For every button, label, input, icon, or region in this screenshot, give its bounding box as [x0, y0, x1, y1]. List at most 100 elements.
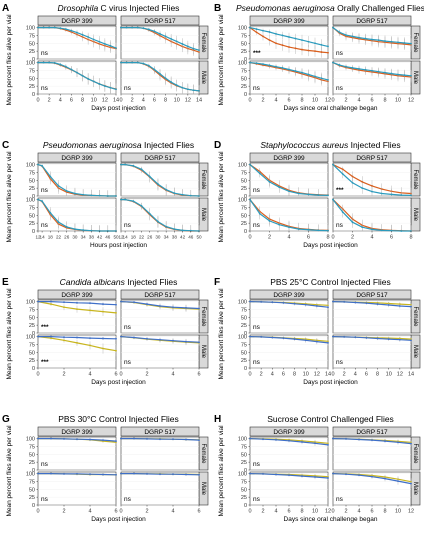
panel-letter: D [214, 140, 221, 151]
x-tick-label: 10 [386, 372, 392, 378]
strain-strip [332, 289, 412, 300]
significance-label: ns [336, 359, 344, 366]
x-tick-label: 4 [88, 372, 91, 378]
y-tick-label: 0 [244, 331, 247, 337]
panel-title: Candida albicans Injected Flies [60, 277, 178, 287]
data-point [304, 303, 307, 306]
data-point [65, 226, 68, 228]
data-point [281, 67, 284, 69]
y-tick-label: 0 [244, 194, 247, 200]
y-tick-label: 25 [241, 460, 247, 466]
x-axis-label: Days post injection [303, 242, 358, 249]
data-point [115, 440, 117, 442]
data-point [365, 302, 368, 305]
x-tick-label: 14 [113, 98, 119, 104]
y-tick-label: 100 [238, 472, 247, 478]
data-point [198, 307, 200, 310]
strain-strip [37, 426, 117, 437]
data-point [307, 40, 310, 43]
data-point [132, 200, 135, 203]
data-point [89, 438, 91, 441]
series-line [332, 336, 412, 341]
data-point [390, 229, 393, 232]
y-tick-label: 100 [26, 61, 35, 67]
significance-label: *** [336, 187, 344, 194]
data-point [345, 34, 347, 37]
data-point [307, 49, 310, 52]
x-axis-label: Days post injection [91, 379, 146, 386]
data-point [390, 193, 393, 196]
data-point [50, 335, 52, 338]
data-point [159, 473, 161, 476]
y-tick-label: 0 [32, 92, 35, 98]
data-point [153, 30, 156, 33]
x-tick-label: 2 [351, 235, 354, 241]
y-tick-label: 100 [238, 300, 247, 306]
x-tick-label: 46 [105, 235, 111, 240]
y-tick-label: 50 [29, 76, 35, 82]
title-rest: C virus Injected Flies [98, 3, 179, 13]
data-point [98, 40, 101, 43]
x-tick-label: 0 [119, 372, 122, 378]
x-tick-label: 10 [312, 98, 318, 104]
x-tick-label: 10 [303, 372, 309, 378]
subplot-female-1: ns [249, 299, 329, 334]
data-point [82, 229, 85, 231]
significance-label: ns [253, 187, 261, 194]
x-tick-label: 22 [139, 235, 145, 240]
y-tick-label: 100 [238, 198, 247, 204]
data-point [102, 337, 104, 340]
data-point [320, 43, 323, 46]
data-point [410, 42, 412, 45]
data-point [293, 338, 296, 340]
subplot-male-2: ns [120, 334, 200, 369]
y-tick-label: 50 [241, 178, 247, 184]
panel-letter: C [2, 140, 9, 151]
data-point [65, 190, 68, 192]
x-tick-label: 0 [36, 98, 39, 104]
data-point [387, 338, 390, 340]
y-tick-label: 25 [29, 186, 35, 192]
y-tick-label: 50 [241, 213, 247, 219]
data-point [124, 198, 127, 201]
x-tick-label: 18 [131, 235, 137, 240]
data-point [410, 442, 412, 445]
sex-label: Male [412, 71, 418, 85]
data-point [76, 71, 78, 74]
x-tick-label: 26 [64, 235, 70, 240]
plot-frame [37, 471, 117, 506]
data-point [301, 48, 303, 51]
y-tick-label: 25 [241, 495, 247, 501]
data-point [358, 36, 360, 39]
x-tick-label: 6 [287, 509, 290, 515]
data-point [90, 194, 93, 197]
significance-label: ns [253, 222, 261, 229]
data-point [70, 68, 73, 71]
y-tick-label: 50 [241, 315, 247, 321]
x-tick-label: 2 [344, 98, 347, 104]
plot-frame [249, 334, 329, 369]
data-point [103, 43, 106, 45]
x-tick-label: 8 [293, 372, 296, 378]
y-tick-label: 0 [244, 229, 247, 235]
data-point [115, 349, 117, 352]
data-point [159, 72, 161, 75]
subplot-female-2 [332, 299, 412, 334]
x-tick-label: 22 [56, 235, 62, 240]
x-tick-label: 10 [395, 509, 401, 515]
x-tick-label: 10 [174, 98, 180, 104]
data-point [288, 46, 290, 48]
x-tick-label: 8 [164, 98, 167, 104]
data-point [109, 86, 112, 89]
panel-letter: E [2, 277, 9, 288]
strain-strip [120, 426, 200, 437]
data-point [124, 163, 127, 166]
data-point [403, 74, 406, 77]
data-point [345, 437, 347, 440]
y-axis-label: Mean percent flies alive per vial [218, 288, 225, 380]
data-point [364, 68, 367, 71]
x-tick-label: 42 [180, 235, 186, 240]
data-point [57, 221, 60, 224]
data-point [293, 302, 296, 305]
data-point [81, 33, 84, 36]
